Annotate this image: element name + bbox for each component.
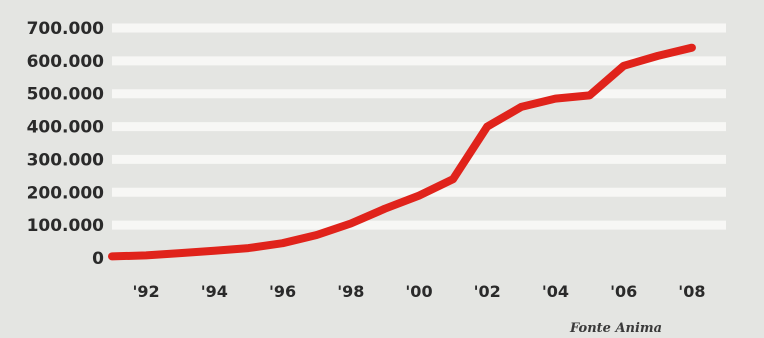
y-axis-tick-labels: 0 100.000 200.000 300.000 400.000 500.000 600.… [27,19,105,269]
y-tick-label: 100.000 [27,216,105,236]
series-group [108,43,696,261]
y-tick-label: 300.000 [27,150,105,170]
x-tick-label: '96 [269,282,296,301]
x-tick-label: '92 [133,282,160,301]
x-tick-label: '04 [542,282,569,301]
x-tick-label: '98 [337,282,364,301]
gridlines [112,23,726,230]
y-tick-label: 200.000 [27,183,105,203]
y-tick-label: 500.000 [27,85,105,105]
x-tick-label: '08 [678,282,705,301]
source-note: Fonte Anima [569,321,662,336]
y-tick-label: 600.000 [27,52,105,72]
x-tick-label: '94 [201,282,228,301]
x-axis-tick-labels: '92 '94 '96 '98 '00 '02 '04 '06 '08 [133,282,706,301]
y-tick-label: 0 [92,249,104,269]
x-tick-label: '02 [474,282,501,301]
x-tick-label: '00 [405,282,432,301]
y-tick-label: 400.000 [27,118,105,138]
y-tick-label: 700.000 [27,19,105,39]
x-tick-label: '06 [610,282,637,301]
series-line [108,43,696,261]
